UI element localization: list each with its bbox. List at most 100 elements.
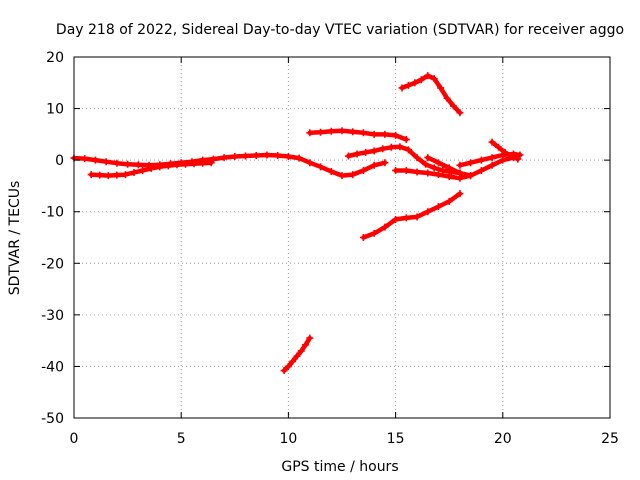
series-arc6 xyxy=(359,190,464,241)
data-point xyxy=(445,164,453,172)
data-point xyxy=(207,159,215,167)
data-point xyxy=(467,172,475,180)
data-point xyxy=(381,159,389,167)
y-tick-label: 10 xyxy=(46,102,64,118)
series-arc5 xyxy=(344,143,464,177)
data-point xyxy=(443,94,451,102)
data-point xyxy=(381,223,389,231)
series-band xyxy=(71,152,388,178)
data-point xyxy=(516,151,524,159)
y-tick-label: -10 xyxy=(41,205,64,221)
data-point xyxy=(87,171,95,179)
data-point xyxy=(370,130,378,138)
data-point xyxy=(231,153,239,161)
data-point xyxy=(456,109,464,117)
data-point xyxy=(289,357,297,365)
data-point xyxy=(392,215,400,223)
x-tick-label: 10 xyxy=(279,431,297,447)
series-band xyxy=(399,73,463,115)
data-points xyxy=(70,72,524,375)
data-point xyxy=(293,352,301,360)
data-point xyxy=(209,155,217,163)
data-point xyxy=(413,213,421,221)
y-tick-label: -20 xyxy=(41,256,64,272)
data-point xyxy=(139,166,147,174)
data-point xyxy=(398,84,406,92)
data-point xyxy=(424,208,432,216)
data-point xyxy=(306,159,314,167)
data-point xyxy=(295,154,303,162)
y-tick-label: 0 xyxy=(55,153,64,169)
series-arc10 xyxy=(488,138,522,163)
data-point xyxy=(514,155,522,163)
data-point xyxy=(344,152,352,160)
data-point xyxy=(445,197,453,205)
data-point xyxy=(242,152,250,160)
data-point xyxy=(327,167,335,175)
y-tick-labels: -50 -40 -30 -20 -10 0 10 20 xyxy=(41,50,64,427)
y-axis-title: SDTVAR / TECUs xyxy=(7,181,23,296)
data-point xyxy=(173,161,181,169)
data-point xyxy=(424,154,432,162)
data-point xyxy=(456,169,464,177)
data-point xyxy=(456,190,464,198)
y-tick-label: -30 xyxy=(41,308,64,324)
data-point xyxy=(317,163,325,171)
data-point xyxy=(501,148,509,156)
y-tick-label: -40 xyxy=(41,359,64,375)
data-point xyxy=(338,172,346,180)
data-point xyxy=(130,169,138,177)
x-tick-label: 25 xyxy=(601,431,619,447)
series-arc3 xyxy=(280,334,314,375)
grid-lines xyxy=(74,57,610,418)
data-point xyxy=(434,203,442,211)
data-point xyxy=(445,173,453,181)
series-band xyxy=(307,128,409,142)
data-point xyxy=(91,156,99,164)
data-point xyxy=(402,136,410,144)
data-point xyxy=(417,76,425,84)
data-point xyxy=(302,341,310,349)
data-point xyxy=(422,160,430,168)
data-point xyxy=(190,160,198,168)
data-point xyxy=(379,145,387,153)
data-point xyxy=(113,171,121,179)
series-arc7 xyxy=(398,72,464,117)
data-point xyxy=(349,171,357,179)
data-point xyxy=(317,128,325,136)
data-point xyxy=(199,159,207,167)
data-point xyxy=(495,143,503,151)
data-point xyxy=(81,155,89,163)
x-tick-label: 0 xyxy=(70,431,79,447)
data-point xyxy=(124,160,132,168)
x-tick-label: 20 xyxy=(494,431,512,447)
data-point xyxy=(392,166,400,174)
data-point xyxy=(104,172,112,180)
x-tick-label: 5 xyxy=(177,431,186,447)
chart-title: Day 218 of 2022, Sidereal Day-to-day VTE… xyxy=(56,22,624,38)
data-point xyxy=(220,154,228,162)
data-point xyxy=(488,161,496,169)
data-point xyxy=(439,166,447,174)
data-point xyxy=(370,161,378,169)
data-point xyxy=(359,234,367,241)
data-point xyxy=(370,147,378,155)
data-point xyxy=(413,154,421,162)
data-point xyxy=(284,153,292,161)
plot-frame xyxy=(73,56,611,419)
data-point xyxy=(280,367,288,375)
data-point xyxy=(147,164,155,172)
data-point xyxy=(437,84,445,92)
data-point xyxy=(362,148,370,156)
data-point xyxy=(297,347,305,355)
data-point xyxy=(274,152,282,160)
data-point xyxy=(252,152,260,160)
data-point xyxy=(306,334,314,342)
data-point xyxy=(134,161,142,169)
data-point xyxy=(488,154,496,162)
data-point xyxy=(507,152,515,160)
data-point xyxy=(370,229,378,237)
data-point xyxy=(359,129,367,137)
series-band xyxy=(393,155,516,181)
